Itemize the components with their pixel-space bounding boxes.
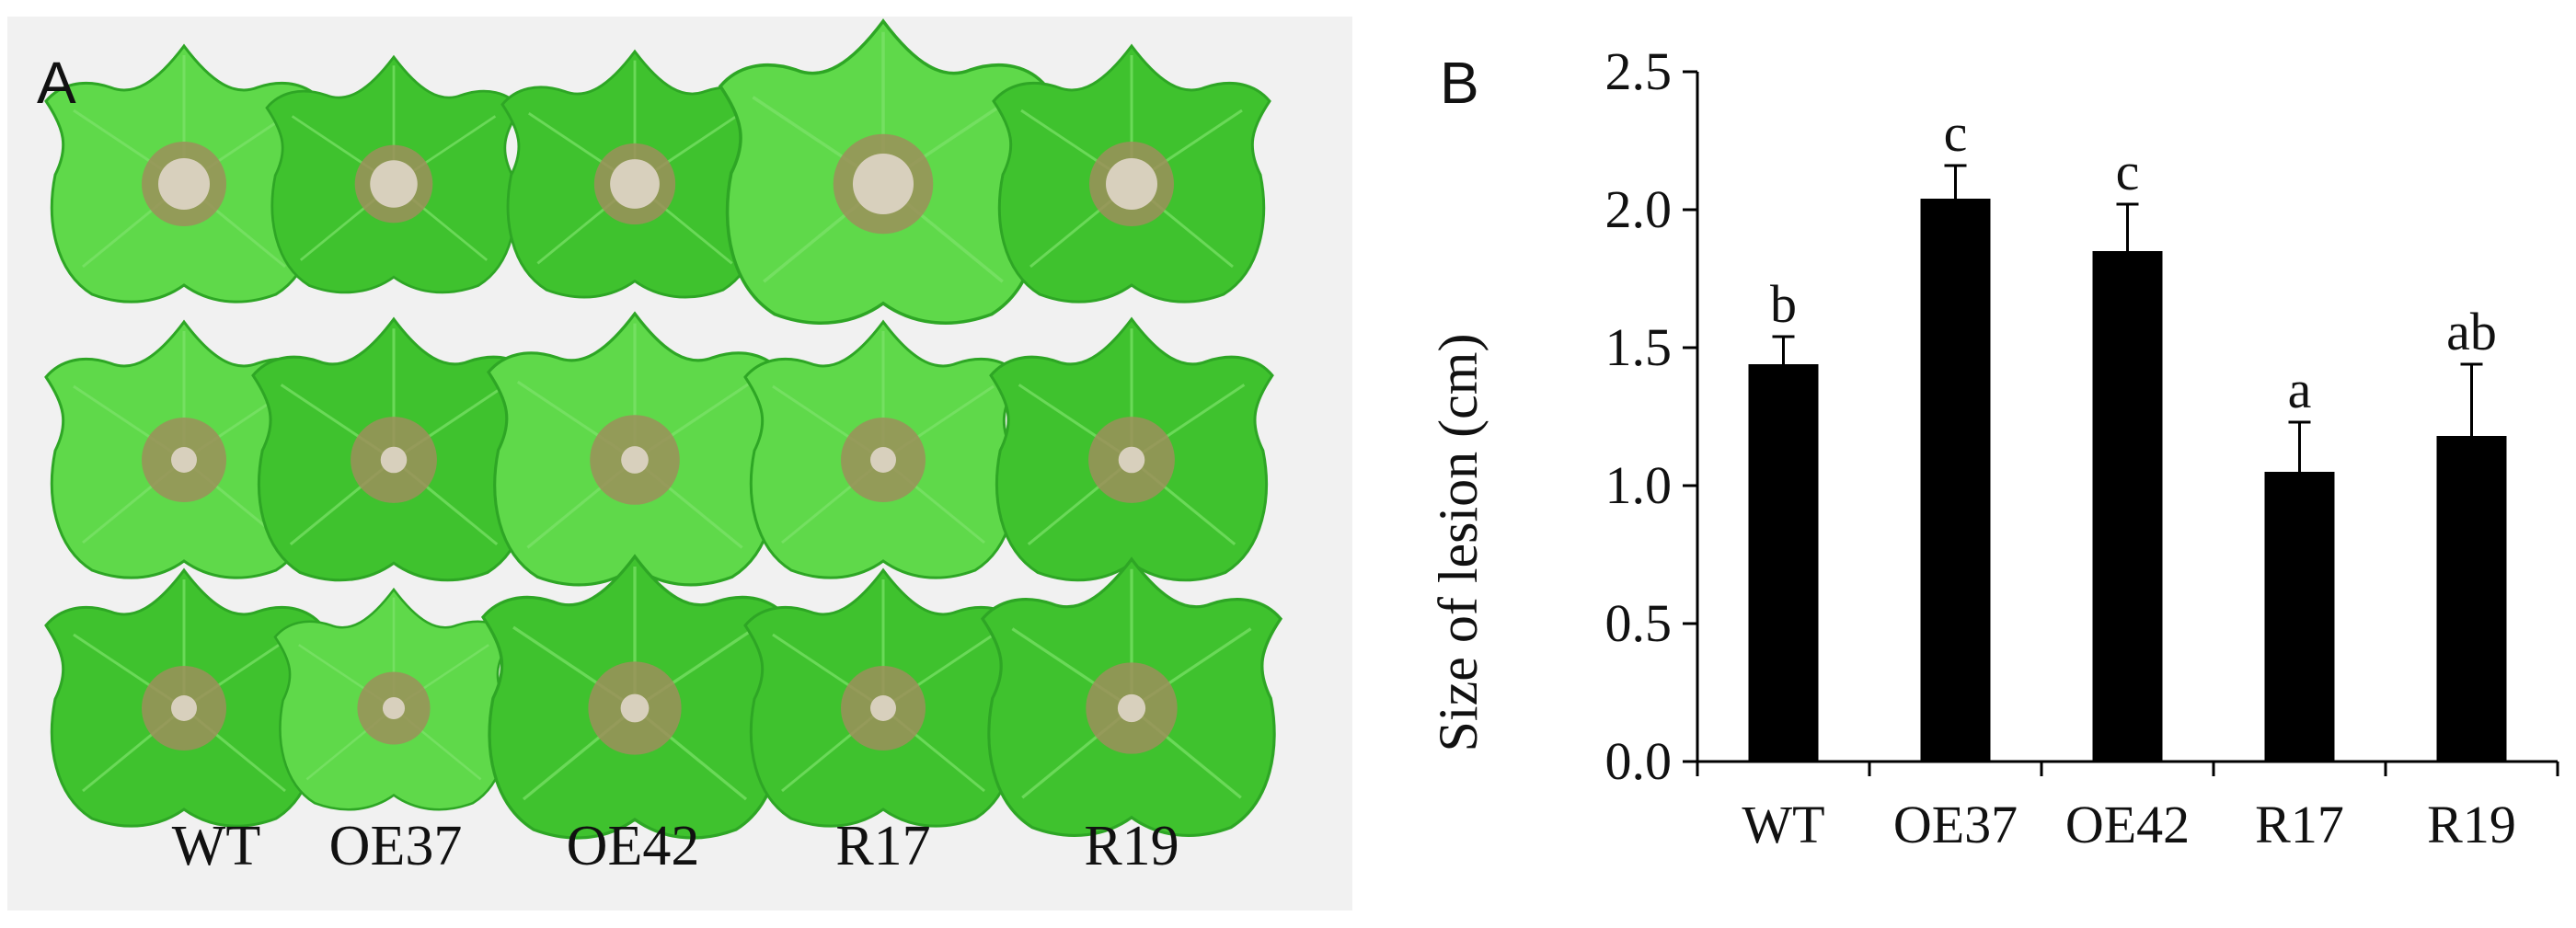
significance-label: ab: [2446, 302, 2497, 361]
bars: b WT c OE37 c OE42 a R17 ab R19: [1742, 103, 2515, 854]
label-wt: WT: [172, 815, 260, 877]
lesion-center: [370, 160, 418, 208]
leaf-photo: A WT OE37 OE42 R17 R19: [7, 17, 1352, 911]
lesion-center: [621, 446, 649, 474]
lesion-center: [380, 446, 408, 474]
lesion-center: [852, 153, 914, 215]
leaf: [989, 316, 1274, 582]
leaf: [44, 43, 324, 304]
lesion-center: [171, 447, 197, 473]
bar: [2264, 472, 2335, 762]
lesion-chart-panel: B Size of lesion (cm) 0.0 0.5 1.0 1.5 2.0 2.5…: [1371, 0, 2576, 923]
y-tick-label: 2.0: [1605, 179, 1673, 239]
leaves-group: [44, 18, 1283, 840]
lesion-center: [1106, 158, 1157, 210]
leaf: [718, 18, 1049, 325]
leaf: [500, 49, 769, 299]
y-tick-label: 2.5: [1605, 41, 1673, 101]
x-tick-label: WT: [1742, 795, 1824, 854]
label-oe42: OE42: [567, 815, 700, 877]
lesion-center: [870, 447, 896, 473]
lesion-center: [171, 695, 197, 721]
leaf: [487, 311, 783, 587]
axes: 0.0 0.5 1.0 1.5 2.0 2.5: [1605, 41, 2559, 791]
significance-label: b: [1770, 274, 1797, 334]
x-tick-label: OE42: [2065, 795, 2190, 854]
leaf: [480, 554, 789, 840]
y-tick-label: 1.5: [1605, 317, 1673, 377]
significance-label: c: [2116, 142, 2140, 201]
bar: [1920, 199, 1991, 762]
significance-label: c: [1944, 103, 1968, 163]
y-tick-label: 0.5: [1605, 593, 1673, 653]
lesion-center: [870, 695, 896, 721]
lesion-center: [610, 159, 660, 209]
bar: [2436, 436, 2507, 762]
bar: [1748, 364, 1819, 762]
lesion-center: [158, 158, 210, 210]
x-tick-label: R19: [2427, 795, 2516, 854]
panel-a-letter: A: [37, 50, 76, 116]
leaf: [44, 319, 324, 579]
leaf: [273, 587, 514, 811]
lesion-bar-chart: B Size of lesion (cm) 0.0 0.5 1.0 1.5 2.0 2.5…: [1428, 41, 2559, 854]
lesion-center: [1118, 446, 1145, 474]
label-r19: R19: [1084, 815, 1179, 877]
lesion-center: [620, 693, 650, 723]
x-tick-label: OE37: [1893, 795, 2018, 854]
leaf-photo-panel: A WT OE37 OE42 R17 R19: [7, 17, 1352, 911]
leaf: [980, 556, 1283, 838]
bar: [2092, 251, 2163, 762]
lesion-center: [382, 696, 406, 720]
significance-label: a: [2288, 360, 2312, 419]
leaf: [743, 567, 1023, 828]
y-tick-label: 1.0: [1605, 455, 1673, 515]
leaf: [251, 316, 536, 582]
leaf: [992, 43, 1271, 304]
leaf: [743, 319, 1023, 579]
y-tick-label: 0.0: [1605, 731, 1673, 791]
leaf: [265, 54, 523, 294]
leaf: [44, 567, 324, 828]
y-axis-title: Size of lesion (cm): [1428, 334, 1489, 752]
x-tick-label: R17: [2255, 795, 2344, 854]
label-r17: R17: [835, 815, 930, 877]
lesion-center: [1117, 693, 1146, 723]
label-oe37: OE37: [329, 815, 463, 877]
panel-b-letter: B: [1440, 50, 1479, 116]
